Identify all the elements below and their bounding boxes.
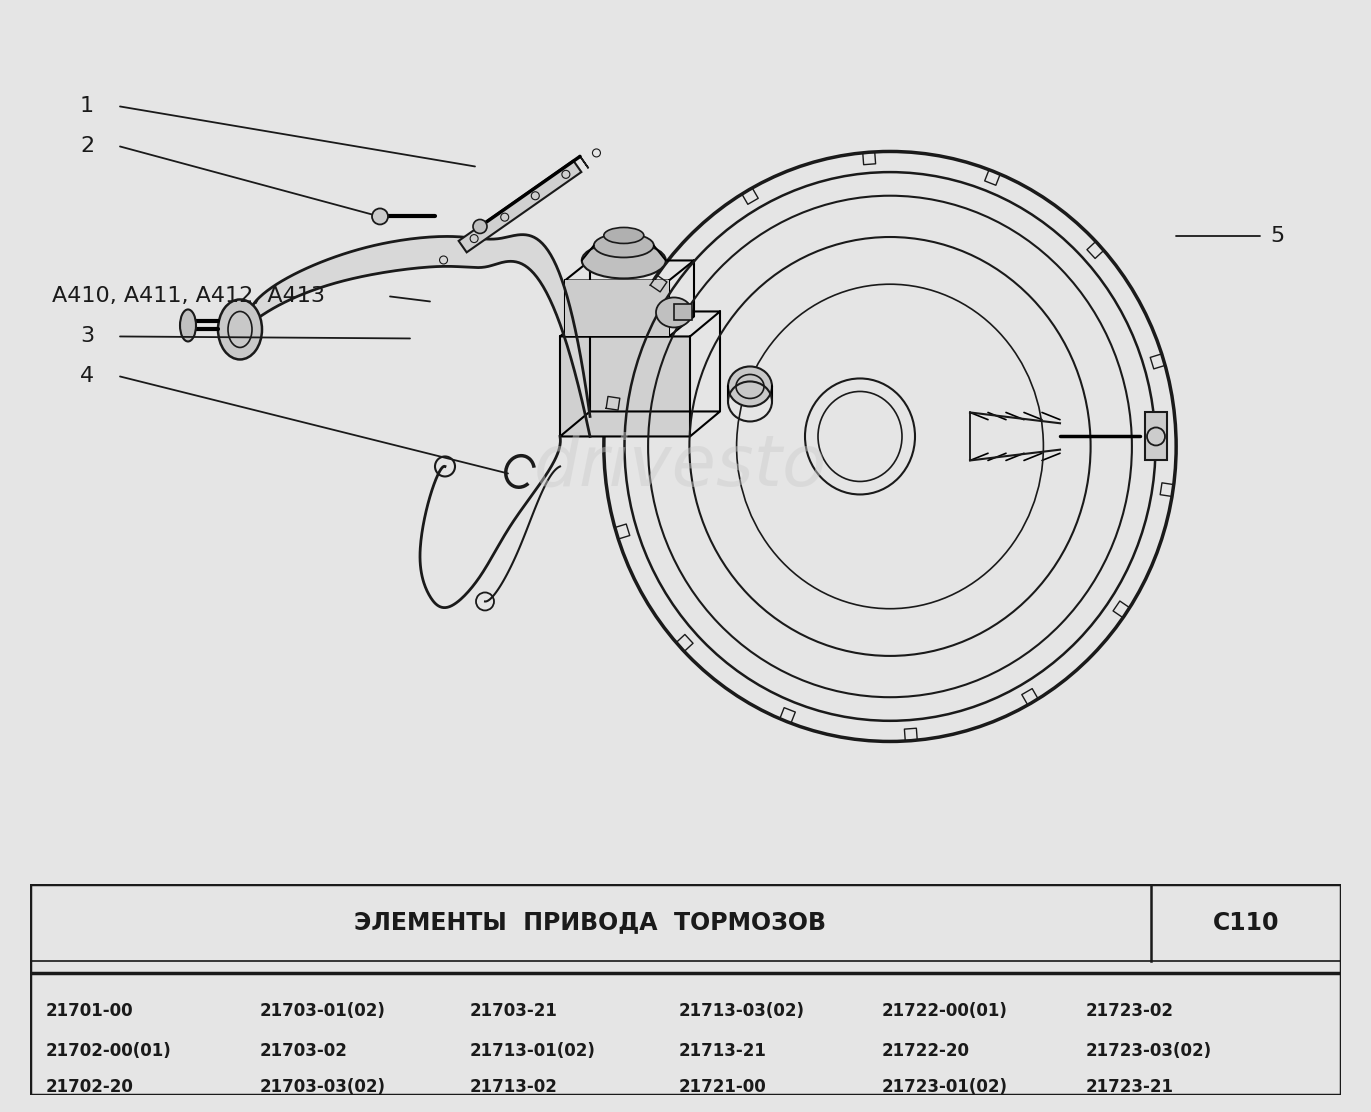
Text: 21703-01(02): 21703-01(02) <box>259 1002 385 1020</box>
Bar <box>1145 413 1167 460</box>
Polygon shape <box>230 235 590 436</box>
Text: drivesto: drivesto <box>533 431 827 502</box>
Text: 21722-00(01): 21722-00(01) <box>882 1002 1008 1020</box>
Text: 21723-01(02): 21723-01(02) <box>882 1078 1008 1095</box>
Circle shape <box>473 219 487 234</box>
Polygon shape <box>559 337 690 436</box>
Text: C110: C110 <box>1212 911 1279 934</box>
Text: 21713-03(02): 21713-03(02) <box>679 1002 805 1020</box>
Ellipse shape <box>603 228 644 244</box>
Text: 21723-21: 21723-21 <box>1086 1078 1174 1095</box>
Text: 2: 2 <box>80 137 95 157</box>
Text: 21702-00(01): 21702-00(01) <box>45 1042 171 1060</box>
Text: 21722-20: 21722-20 <box>882 1042 971 1060</box>
Text: 21701-00: 21701-00 <box>45 1002 133 1020</box>
Text: 4: 4 <box>80 367 95 387</box>
Text: 21713-02: 21713-02 <box>469 1078 557 1095</box>
Ellipse shape <box>655 297 692 327</box>
Polygon shape <box>459 160 581 252</box>
Text: 21703-21: 21703-21 <box>469 1002 557 1020</box>
Text: 21721-00: 21721-00 <box>679 1078 766 1095</box>
Text: ЭЛЕМЕНТЫ  ПРИВОДА  ТОРМОЗОВ: ЭЛЕМЕНТЫ ПРИВОДА ТОРМОЗОВ <box>355 911 827 934</box>
Ellipse shape <box>728 367 772 407</box>
Text: 3: 3 <box>80 327 95 347</box>
Ellipse shape <box>180 309 196 341</box>
Text: A410, A411, A412, A413: A410, A411, A412, A413 <box>52 287 325 307</box>
Ellipse shape <box>581 242 666 278</box>
Text: 1: 1 <box>80 97 95 117</box>
Text: 21703-02: 21703-02 <box>259 1042 347 1060</box>
Bar <box>675 305 692 320</box>
Text: 21723-03(02): 21723-03(02) <box>1086 1042 1212 1060</box>
Text: 21713-01(02): 21713-01(02) <box>469 1042 595 1060</box>
Text: 21713-21: 21713-21 <box>679 1042 766 1060</box>
Text: 21723-02: 21723-02 <box>1086 1002 1174 1020</box>
Polygon shape <box>565 280 669 337</box>
Text: 21702-20: 21702-20 <box>45 1078 134 1095</box>
Text: 5: 5 <box>1270 227 1285 247</box>
Polygon shape <box>580 156 588 168</box>
Ellipse shape <box>603 151 1176 742</box>
Text: 21703-03(02): 21703-03(02) <box>259 1078 385 1095</box>
Ellipse shape <box>218 299 262 359</box>
Ellipse shape <box>594 234 654 258</box>
Circle shape <box>372 208 388 225</box>
